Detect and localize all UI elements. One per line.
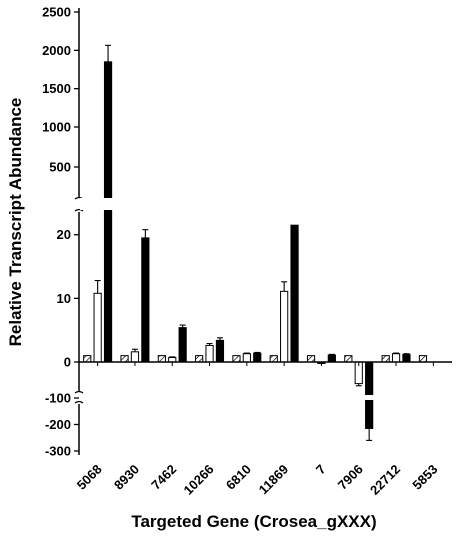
bar-8930-hatched: [120, 355, 129, 363]
y-tick-label: -300: [45, 444, 71, 459]
bar-7-hatched: [306, 355, 316, 363]
x-axis: 5068 8930 7462 10266 6810 11869 7 7906 22712 5853: [74, 361, 452, 498]
bar-8930-white: [130, 351, 140, 363]
break-gap: [80, 395, 453, 400]
y-axis: 1000 1500 2000 2500 500 0 10 20 -100 -200 -300: [42, 5, 84, 459]
x-tick-label: 22712: [367, 462, 403, 498]
y-tick-label: -100: [45, 391, 71, 406]
bar-10266-white: [205, 344, 214, 363]
bar-5068-black: [103, 61, 113, 363]
bar-11869-hatched: [269, 355, 278, 363]
bar-7-black: [327, 354, 336, 363]
break-gap: [80, 198, 453, 210]
bar-6810-black: [253, 352, 262, 363]
x-tick-label: 7: [313, 462, 329, 478]
bar-22712-white: [391, 353, 401, 363]
bar-8930-black: [141, 237, 150, 363]
bar-10266-hatched: [195, 355, 204, 363]
axis-break-mark: [74, 390, 84, 394]
y-tick-label: 2000: [42, 43, 71, 58]
bar-7462-hatched: [157, 355, 166, 363]
axis-break-mark: [74, 208, 84, 212]
x-tick-label: 5068: [74, 462, 105, 493]
y-tick-label: 1000: [42, 120, 71, 135]
y-tick-label: -200: [45, 417, 71, 432]
y-tick-label: 0: [64, 355, 71, 370]
bar-7906-hatched: [344, 355, 353, 363]
bar-10266-black: [215, 339, 225, 363]
x-axis-title: Targeted Gene (Crosea_gXXX): [131, 512, 376, 531]
bar-22712-black: [402, 353, 411, 363]
y-tick-label: 2500: [42, 5, 71, 20]
bar-5068-white: [93, 292, 102, 363]
y-axis-title: Relative Transcript Abundance: [6, 98, 25, 347]
y-tick-label: 20: [57, 227, 71, 242]
x-tick-label: 10266: [180, 462, 216, 498]
bar-22712-hatched: [381, 355, 390, 363]
bar-11869-white: [280, 290, 289, 363]
y-tick-label: 500: [49, 160, 71, 175]
y-tick-label: 10: [57, 291, 71, 306]
x-tick-label: 5853: [409, 462, 440, 493]
x-tick-label: 11869: [256, 462, 292, 498]
bar-5068-hatched: [83, 355, 92, 363]
y-tick-label: 1500: [42, 81, 71, 96]
axis-break-mark: [74, 400, 84, 404]
x-tick-label: 8930: [111, 462, 142, 493]
x-tick-label: 6810: [223, 462, 254, 493]
bar-6810-hatched: [232, 355, 241, 363]
bar-6810-white: [242, 353, 251, 363]
bar-7462-black: [178, 327, 187, 363]
bar-5853-hatched: [418, 355, 428, 363]
bars: [80, 44, 453, 441]
bar-11869-black: [290, 224, 299, 363]
x-tick-label: 7462: [148, 462, 179, 493]
x-tick-label: 7906: [335, 462, 366, 493]
